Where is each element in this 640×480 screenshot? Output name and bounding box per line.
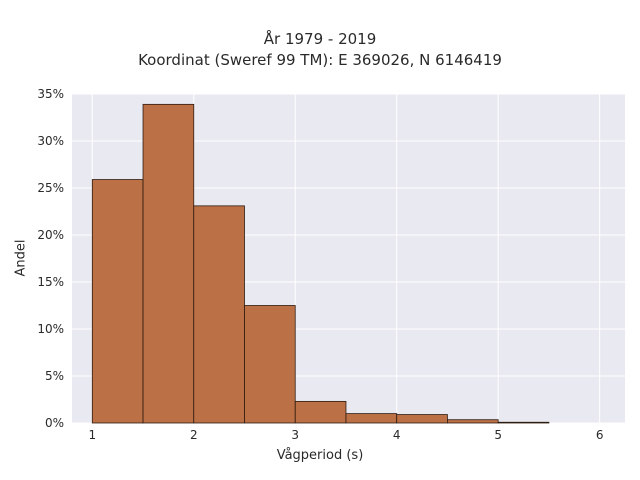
bars bbox=[91, 103, 550, 424]
histogram-bar bbox=[91, 179, 144, 424]
histogram-bar bbox=[345, 413, 398, 424]
x-tick-label: 2 bbox=[190, 428, 198, 442]
chart-title-line-1: År 1979 - 2019 bbox=[263, 30, 377, 48]
histogram-bar bbox=[193, 205, 245, 424]
y-tick-label: 25% bbox=[37, 181, 64, 195]
histogram-bar bbox=[244, 305, 296, 424]
y-tick-label: 20% bbox=[37, 228, 64, 242]
y-tick-label: 35% bbox=[37, 87, 64, 101]
x-tick-label: 3 bbox=[291, 428, 299, 442]
histogram-bar bbox=[142, 103, 195, 424]
x-tick-label: 4 bbox=[393, 428, 401, 442]
x-tick-label: 6 bbox=[596, 428, 604, 442]
histogram-bar bbox=[447, 419, 499, 424]
x-tick-label: 1 bbox=[88, 428, 96, 442]
y-tick-label: 0% bbox=[45, 416, 64, 430]
y-tick-label: 5% bbox=[45, 369, 64, 383]
y-axis-label: Andel bbox=[13, 239, 29, 277]
x-tick-labels: 1 2 3 4 5 6 bbox=[88, 428, 603, 442]
histogram-bar bbox=[294, 400, 347, 424]
chart-title-line-2: Koordinat (Sweref 99 TM): E 369026, N 61… bbox=[138, 51, 502, 69]
y-tick-label: 30% bbox=[37, 134, 64, 148]
x-tick-label: 5 bbox=[494, 428, 502, 442]
y-tick-labels: 0% 5% 10% 15% 20% 25% 30% 35% bbox=[37, 87, 64, 430]
y-tick-label: 10% bbox=[37, 322, 64, 336]
y-tick-label: 15% bbox=[37, 275, 64, 289]
histogram-bar bbox=[396, 414, 448, 424]
histogram-bar bbox=[497, 421, 550, 424]
x-axis-label: Vågperiod (s) bbox=[276, 448, 364, 463]
